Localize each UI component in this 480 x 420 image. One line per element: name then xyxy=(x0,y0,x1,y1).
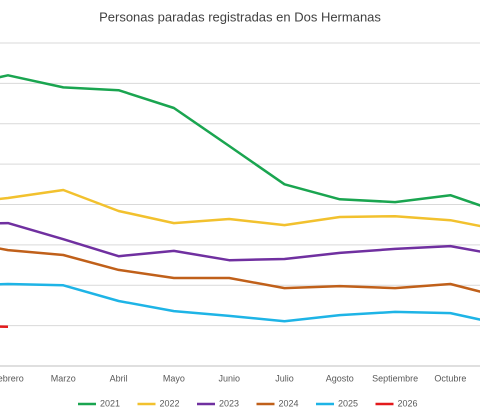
legend-item: 2024 xyxy=(256,398,299,408)
legend-item: 2021 xyxy=(78,398,120,408)
legend-label: 2022 xyxy=(160,398,180,408)
x-tick-label: Mayo xyxy=(163,373,185,383)
x-tick-label: Octubre xyxy=(434,373,466,383)
legend-item: 2023 xyxy=(197,398,239,408)
chart-title: Personas paradas registradas en Dos Herm… xyxy=(99,9,381,24)
x-tick-label: Febrero xyxy=(0,373,24,383)
legend-item: 2022 xyxy=(137,398,180,408)
x-tick-label: Septiembre xyxy=(372,373,418,383)
x-tick-label: Marzo xyxy=(51,373,76,383)
legend-label: 2026 xyxy=(398,398,418,408)
legend-label: 2021 xyxy=(100,398,120,408)
series-line xyxy=(0,325,9,329)
x-tick-label: Julio xyxy=(275,373,294,383)
legend-item: 2026 xyxy=(375,398,418,408)
series-line xyxy=(0,221,480,262)
series-line xyxy=(0,74,480,207)
legend-item: 2025 xyxy=(316,398,358,408)
series-line xyxy=(0,188,480,228)
legend-label: 2023 xyxy=(219,398,239,408)
x-tick-label: Agosto xyxy=(326,373,354,383)
legend-label: 2025 xyxy=(338,398,358,408)
x-tick-label: Junio xyxy=(218,373,240,383)
series-line xyxy=(0,282,480,323)
series-line xyxy=(0,247,480,293)
x-tick-label: Abril xyxy=(110,373,128,383)
legend-label: 2024 xyxy=(279,398,299,408)
